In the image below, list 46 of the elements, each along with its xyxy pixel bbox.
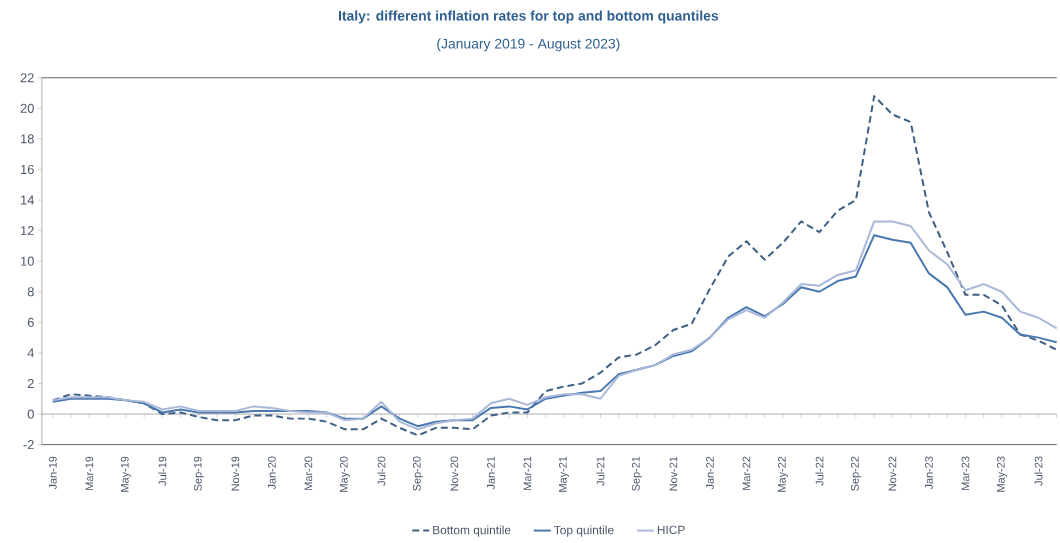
x-tick-label: Mar-23	[961, 456, 970, 490]
legend-label: HICP	[657, 525, 685, 534]
y-tick-label: 6	[27, 317, 34, 327]
y-tick-label: 22	[20, 73, 34, 83]
x-tick-label: Nov-21	[669, 456, 678, 491]
y-tick-label: 18	[21, 134, 34, 144]
x-tick-label: Sep-19	[193, 456, 204, 491]
legend-label: Top quintile	[554, 525, 614, 537]
x-tick-label: Jan-21	[487, 456, 495, 490]
x-tick-label: Nov-20	[450, 456, 459, 491]
x-tick-label: May-20	[339, 456, 350, 492]
y-tick-label: 16	[21, 164, 34, 174]
x-tick-label: Jul-22	[815, 456, 824, 486]
y-tick-label: 4	[27, 348, 35, 358]
y-tick-label: 20	[20, 103, 34, 113]
chart-subtitle: (January 2019 - August 2023)	[437, 38, 620, 52]
x-tick-label: Jul-19	[158, 456, 167, 486]
x-tick-label: Jul-21	[596, 456, 605, 486]
x-tick-label: Jan-20	[268, 456, 276, 490]
x-tick-label: May-19	[120, 456, 131, 492]
x-tick-label: Nov-19	[231, 456, 240, 491]
x-tick-label: Sep-22	[850, 456, 861, 491]
x-tick-label: Jan-19	[48, 456, 57, 490]
y-tick-label: 10	[21, 256, 34, 266]
x-tick-label: Jan-22	[706, 456, 714, 490]
x-tick-label: May-23	[997, 456, 1007, 492]
y-tick-label: 2	[27, 378, 34, 388]
y-tick-label: 0	[27, 409, 34, 419]
legend-label: Bottom quintile	[433, 525, 511, 537]
x-tick-label: Jul-20	[377, 456, 386, 486]
x-tick-label: May-21	[558, 456, 569, 492]
x-tick-label: May-22	[777, 456, 788, 492]
x-tick-label: Nov-22	[888, 456, 897, 491]
x-tick-label: Sep-21	[631, 456, 642, 491]
x-tick-label: Jan-23	[925, 456, 933, 490]
x-tick-label: Mar-20	[304, 456, 313, 490]
y-tick-label: 14	[21, 195, 35, 205]
x-tick-label: Mar-22	[742, 456, 751, 490]
y-tick-label: 8	[27, 287, 34, 297]
x-tick-label: Mar-21	[523, 456, 532, 490]
x-tick-label: Jul-23	[1034, 456, 1043, 486]
x-tick-label: Sep-20	[412, 456, 423, 491]
chart-title: Italy: different inflation rates for top and bottom quantiles	[339, 10, 719, 24]
y-tick-label: -2	[23, 439, 34, 449]
x-tick-label: Mar-19	[85, 456, 94, 490]
y-tick-label: 12	[21, 225, 34, 235]
